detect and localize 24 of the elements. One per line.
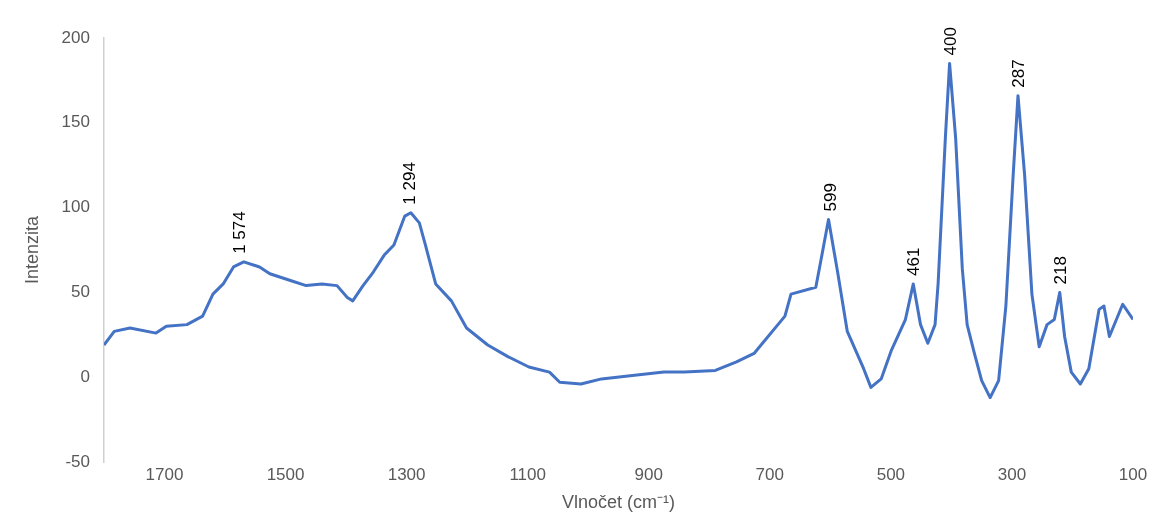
y-tick-label: -50: [65, 451, 90, 471]
x-tick-label: 1500: [266, 464, 305, 484]
x-tick-label: 700: [755, 464, 784, 484]
x-tick-label: 100: [1118, 464, 1148, 484]
annotation: 1 294: [399, 162, 419, 205]
x-tick-label: 300: [997, 464, 1027, 484]
y-tick-label: 150: [61, 112, 90, 132]
annotation: 1 574: [230, 211, 250, 254]
y-tick-label: 100: [61, 197, 90, 217]
x-tick-label: 500: [876, 464, 906, 484]
y-tick-label: 50: [71, 282, 90, 302]
y-axis-title: Intenzita: [21, 214, 42, 285]
x-tick-label: 900: [634, 464, 663, 484]
x-tick-label: 1700: [145, 464, 184, 484]
annotation: 599: [820, 183, 840, 212]
annotation: 461: [904, 247, 924, 276]
annotation: 400: [941, 27, 961, 56]
annotation: 218: [1051, 256, 1071, 285]
y-tick-label: 200: [61, 27, 90, 47]
x-tick-label: 1100: [509, 464, 546, 484]
annotation: 287: [1009, 59, 1029, 88]
x-axis-title: Vlnočet (cm⁻¹): [561, 492, 675, 513]
y-tick-label: 0: [80, 366, 90, 386]
x-tick-label: 1300: [387, 464, 426, 484]
